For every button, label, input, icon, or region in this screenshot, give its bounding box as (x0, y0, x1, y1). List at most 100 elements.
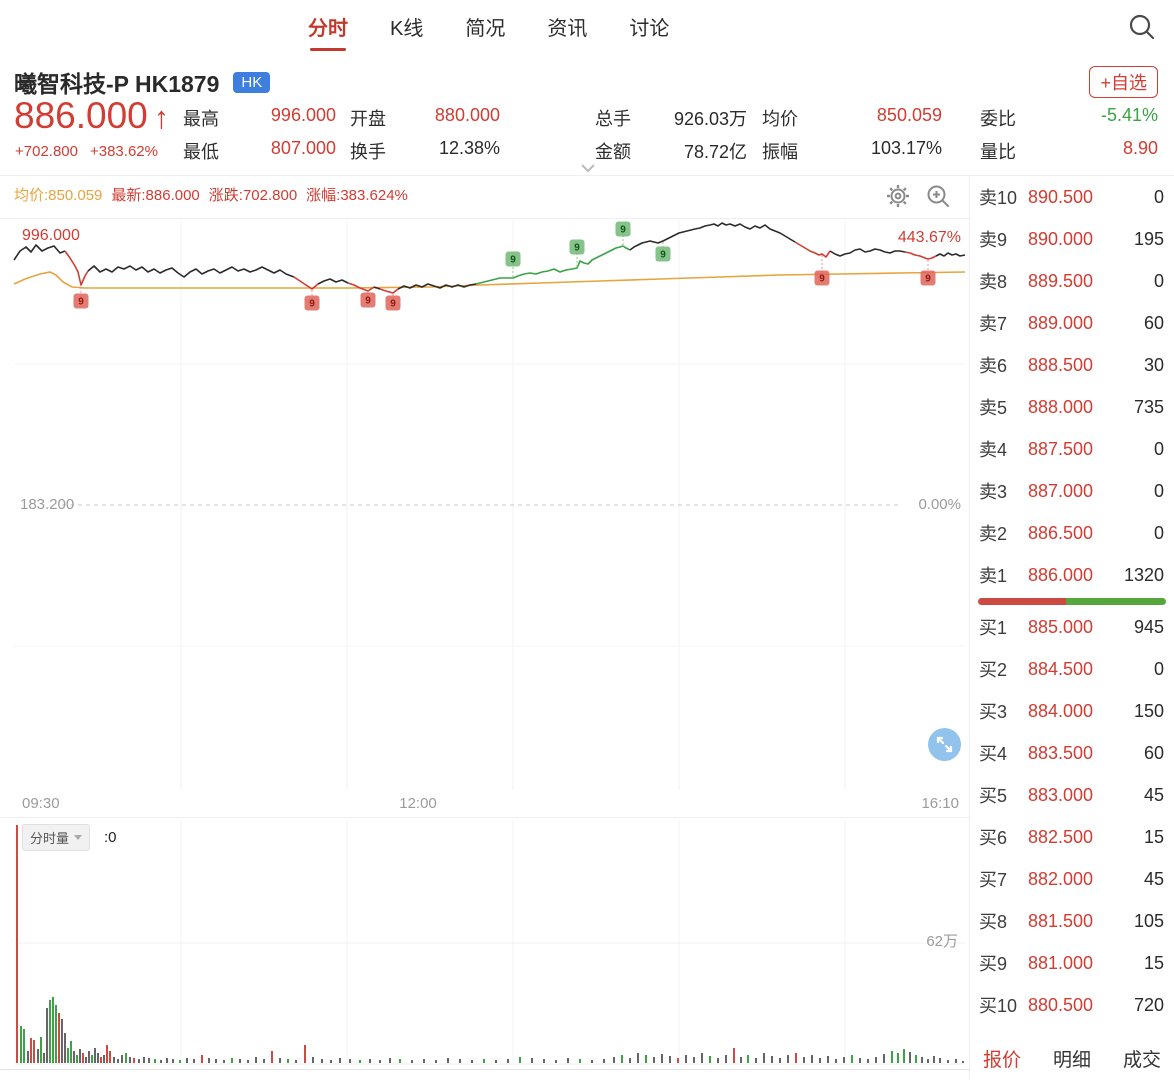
volume-bar (519, 1057, 521, 1063)
volume-bar (179, 1060, 181, 1063)
market-badge: HK (233, 71, 271, 93)
ask-row[interactable]: 卖4 887.500 0 (970, 428, 1174, 470)
tab-5[interactable]: 讨论 (629, 18, 670, 40)
volume-bar (909, 1052, 911, 1063)
stat-value: 8.90 (1122, 138, 1158, 158)
event-marker-badge[interactable]: 9 (73, 293, 89, 309)
price-chart-canvas[interactable]: 9 9 9 9 9 9 9 9 9 9 (0, 219, 969, 791)
volume-bar (312, 1057, 314, 1063)
level-volume: 105 (1133, 910, 1164, 931)
ask-row[interactable]: 卖1 886.000 1320 (970, 554, 1174, 596)
volume-bar (46, 1008, 48, 1063)
event-marker-badge[interactable]: 9 (505, 251, 521, 267)
search-icon[interactable] (1126, 12, 1158, 44)
volume-bar (613, 1057, 615, 1063)
book-tab-成交[interactable]: 成交 (1122, 1050, 1161, 1071)
volume-bar (64, 1033, 66, 1063)
volume-pane[interactable]: 分时量 :0 62万 (0, 818, 969, 1070)
chart-mid-label: 183.200 (20, 496, 75, 513)
event-marker-badge[interactable]: 9 (655, 246, 671, 262)
event-marker-badge[interactable]: 9 (814, 270, 830, 286)
ask-row[interactable]: 卖10 890.500 0 (970, 176, 1174, 218)
zoom-in-icon[interactable] (924, 182, 952, 210)
volume-bar (215, 1059, 217, 1063)
tab-4[interactable]: 资讯 (547, 18, 588, 40)
bid-row[interactable]: 买10 880.500 720 (970, 984, 1174, 1026)
level-price: 886.000 (1028, 564, 1094, 585)
tab-2[interactable]: K线 (390, 18, 424, 40)
volume-bar (423, 1059, 425, 1063)
volume-bar (247, 1060, 249, 1063)
volume-bar (287, 1059, 289, 1063)
ask-row[interactable]: 卖8 889.500 0 (970, 260, 1174, 302)
event-marker-badge[interactable]: 9 (615, 221, 631, 237)
price-line-segment (935, 252, 966, 257)
volume-bar (201, 1055, 203, 1063)
volume-bar (61, 1019, 63, 1063)
price-line-segment (317, 278, 349, 285)
bid-row[interactable]: 买8 881.500 105 (970, 900, 1174, 942)
level-volume: 720 (1133, 994, 1164, 1015)
level-volume: 735 (1133, 396, 1164, 417)
level-volume: 45 (1143, 784, 1164, 805)
event-marker-badge[interactable]: 9 (360, 292, 376, 308)
event-marker-badge[interactable]: 9 (385, 295, 401, 311)
expand-stats-icon[interactable] (580, 163, 596, 173)
volume-bar (106, 1045, 108, 1063)
svg-text:9: 9 (510, 255, 516, 266)
volume-bar (939, 1058, 941, 1063)
volume-bar (725, 1055, 727, 1063)
book-tab-报价[interactable]: 报价 (983, 1050, 1022, 1071)
stat-label: 最高 (183, 109, 219, 129)
intraday-chart[interactable]: 9 9 9 9 9 9 9 9 9 9 996.000 443.67% 183.200 0.00% (0, 218, 969, 790)
level-label: 买5 (979, 786, 1008, 806)
bid-row[interactable]: 买3 884.000 150 (970, 690, 1174, 732)
bid-row[interactable]: 买6 882.500 15 (970, 816, 1174, 858)
bid-row[interactable]: 买1 885.000 945 (970, 606, 1174, 648)
tab-3[interactable]: 简况 (465, 18, 506, 40)
event-marker-badge[interactable]: 9 (304, 295, 320, 311)
legend-item: 涨跌:702.800 (208, 187, 298, 204)
event-marker-badge[interactable]: 9 (920, 270, 936, 286)
event-marker-badge[interactable]: 9 (569, 239, 585, 255)
price-line-segment (794, 241, 831, 258)
volume-bar (389, 1058, 391, 1063)
volume-bar (330, 1060, 332, 1063)
volume-bar (771, 1056, 773, 1063)
volume-bar (755, 1058, 757, 1063)
level-label: 卖3 (979, 482, 1008, 502)
volume-bar (555, 1060, 557, 1063)
ask-row[interactable]: 卖7 889.000 60 (970, 302, 1174, 344)
bid-row[interactable]: 买2 884.500 0 (970, 648, 1174, 690)
ask-row[interactable]: 卖9 890.000 195 (970, 218, 1174, 260)
stat-label: 振幅 (762, 142, 798, 162)
level-price: 882.500 (1028, 826, 1094, 847)
ask-row[interactable]: 卖3 887.000 0 (970, 470, 1174, 512)
volume-bar (717, 1058, 719, 1063)
bid-row[interactable]: 买7 882.000 45 (970, 858, 1174, 900)
volume-bar (629, 1058, 631, 1063)
level-price: 887.000 (1028, 480, 1094, 501)
volume-bar (763, 1053, 765, 1063)
svg-text:9: 9 (365, 296, 371, 307)
volume-bar (103, 1055, 105, 1063)
volume-chart-canvas[interactable] (0, 818, 969, 1070)
level-price: 881.500 (1028, 910, 1094, 931)
ask-row[interactable]: 卖2 886.500 0 (970, 512, 1174, 554)
current-price: 886.000 ↑ (14, 95, 170, 136)
tab-1[interactable]: 分时 (308, 12, 348, 51)
ask-row[interactable]: 卖5 888.000 735 (970, 386, 1174, 428)
bid-row[interactable]: 买5 883.000 45 (970, 774, 1174, 816)
chart-settings-gear-icon[interactable] (884, 182, 912, 210)
ask-row[interactable]: 卖6 888.500 30 (970, 344, 1174, 386)
bid-row[interactable]: 买9 881.000 15 (970, 942, 1174, 984)
fullscreen-expand-icon[interactable] (928, 728, 961, 761)
volume-bar (867, 1059, 869, 1063)
volume-indicator-dropdown[interactable]: 分时量 (22, 824, 91, 851)
ask-ratio-segment (978, 597, 1067, 605)
tab-list: 分时 K线 简况 资讯 讨论 (308, 12, 669, 51)
book-tab-明细[interactable]: 明细 (1052, 1050, 1091, 1071)
add-watchlist-button[interactable]: +自选 (1089, 66, 1158, 98)
level-volume: 0 (1153, 186, 1164, 207)
bid-row[interactable]: 买4 883.500 60 (970, 732, 1174, 774)
